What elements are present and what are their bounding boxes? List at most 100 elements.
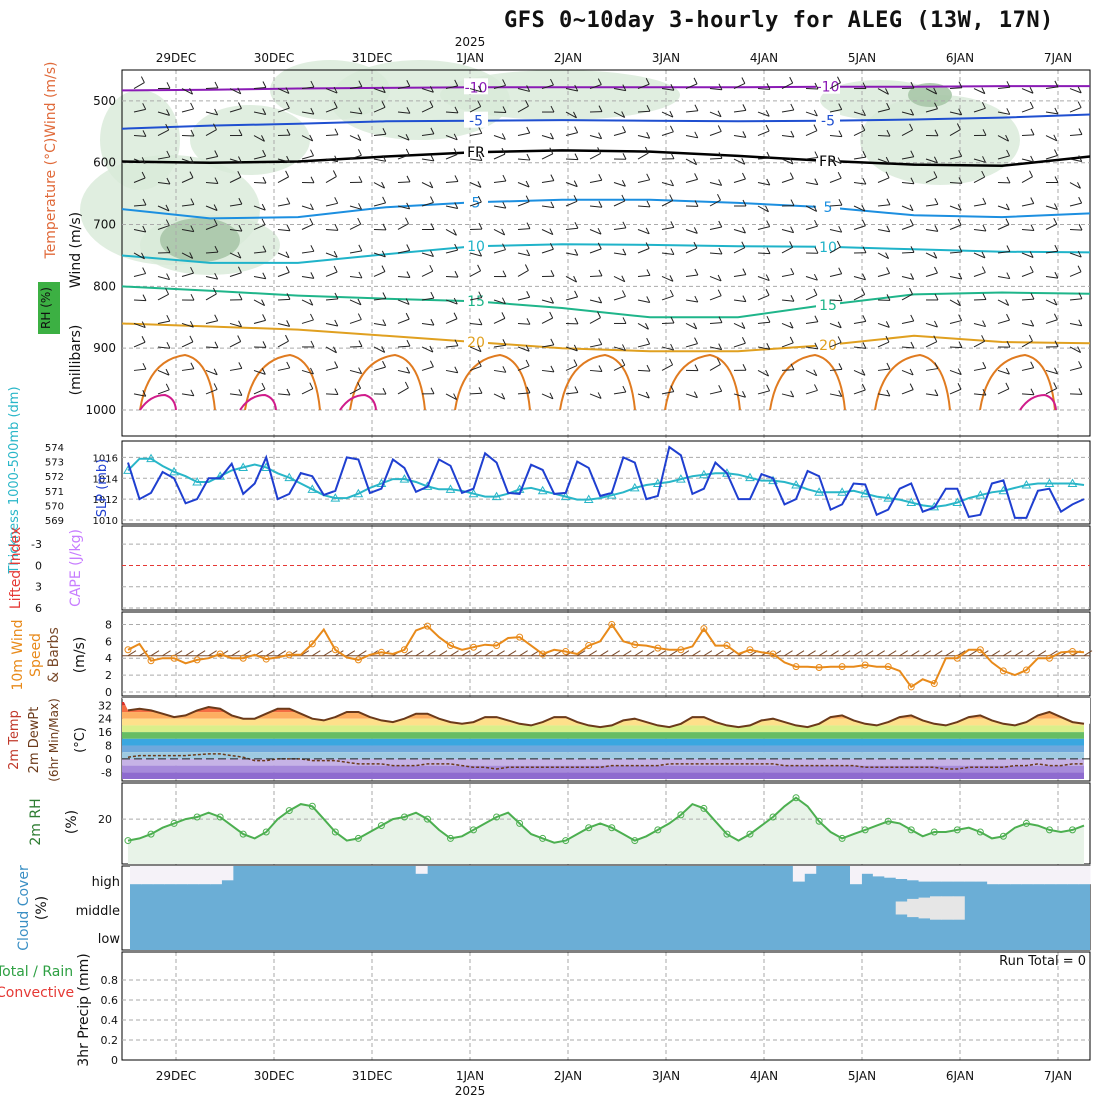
- wind-barb: [541, 369, 554, 373]
- temp-tick: 24: [98, 713, 112, 726]
- wind-barb-flag: [310, 272, 315, 279]
- cloud-high-gap: [918, 866, 931, 882]
- wind-barb: [325, 228, 339, 231]
- wind-barb: [589, 275, 603, 277]
- wind-barb: [685, 110, 698, 113]
- wind-barb-flag: [597, 311, 601, 318]
- wind10m-point: [654, 644, 662, 652]
- wind10m-label-3: & Barbs: [46, 627, 62, 683]
- isotherm-5: [121, 198, 1091, 220]
- top-date-label: 5JAN: [848, 51, 876, 65]
- wind-barb-flag: [1054, 176, 1059, 183]
- wind10m-point: [608, 620, 616, 628]
- wind-barb: [445, 135, 458, 141]
- wind-barb: [901, 251, 915, 254]
- wind-barb: [733, 83, 746, 89]
- rh2m-point: [423, 815, 431, 823]
- wind-barb: [853, 294, 865, 301]
- wind-barb-flag: [189, 335, 194, 343]
- wind-barb-flag: [957, 299, 961, 307]
- wind-barb-flag: [790, 363, 795, 371]
- wind-barb-flag: [597, 242, 602, 250]
- wind-barb-flag: [142, 130, 147, 137]
- wind-barb: [181, 341, 194, 348]
- panel-frame-slp: [121, 440, 1091, 525]
- wind-barb: [925, 88, 937, 95]
- wind-barb-flag: [886, 129, 891, 137]
- slp-tick: 1014: [93, 474, 118, 485]
- pressure-tick: 800: [93, 279, 116, 293]
- wind-barb: [301, 135, 313, 142]
- wind-barb: [541, 299, 554, 304]
- wind-barb: [277, 367, 290, 371]
- wind-barb-flag: [1030, 292, 1035, 300]
- precip-axis-label: 3hr Precip (mm): [76, 953, 92, 1066]
- wind-barb-flag: [382, 223, 387, 231]
- wind-barb: [493, 180, 506, 184]
- isotherm-label-bg: [464, 333, 488, 349]
- wind-barb: [445, 249, 458, 254]
- thickness-point: [422, 481, 433, 490]
- wind-barb-flag: [501, 133, 506, 140]
- wind-barb: [421, 252, 434, 257]
- wind-barb-flag: [838, 363, 843, 370]
- wind10m-point: [423, 622, 431, 630]
- wind-barb-flag: [934, 102, 938, 109]
- wind-barb-flag: [982, 224, 987, 232]
- wind-barb: [517, 296, 530, 301]
- wind-barb-flag: [524, 264, 529, 271]
- wind-barb-flag: [478, 318, 483, 325]
- wind-barb: [949, 87, 963, 90]
- wind-barb-flag: [789, 336, 794, 344]
- wind-barb: [1045, 155, 1058, 160]
- wind-barb: [757, 294, 770, 301]
- wind-barb-flag: [262, 108, 267, 115]
- wind-barb-flag: [454, 366, 459, 373]
- wind-barb-flag: [237, 171, 242, 178]
- wind-barb: [133, 273, 146, 277]
- rh2m-point: [354, 834, 362, 842]
- thickness-point: [1044, 478, 1055, 487]
- wind-barb-flag: [166, 273, 171, 280]
- wind-barb: [445, 205, 458, 209]
- wind10m-barb: [646, 650, 655, 657]
- thickness-point: [491, 491, 502, 501]
- wind-barb-flag: [1029, 251, 1034, 258]
- wind10m-barb: [922, 650, 932, 657]
- wind-barb-flag: [765, 274, 770, 281]
- wind-barb-flag: [285, 87, 290, 94]
- top-date-label: 30DEC: [254, 51, 294, 65]
- wind-barb-flag: [406, 244, 411, 251]
- wind-barb: [757, 276, 770, 282]
- wind-barb-flag: [694, 268, 699, 276]
- wind-barb-flag: [814, 384, 818, 391]
- wind-barb: [349, 111, 362, 115]
- wind-barb-flag: [837, 76, 841, 83]
- wind-barb: [805, 389, 818, 395]
- thickness-point: [192, 477, 202, 486]
- wind-barb: [277, 88, 290, 94]
- wind-barb-flag: [333, 346, 337, 353]
- wind-barb: [949, 129, 961, 136]
- wind10m-barb: [876, 650, 885, 657]
- wind-barb-flag: [861, 219, 866, 227]
- rh2m-point: [838, 834, 846, 842]
- rh2m-point: [308, 802, 316, 810]
- wind-barb-flag: [813, 205, 818, 212]
- wind-barb: [565, 88, 578, 92]
- wind-barb: [325, 346, 337, 354]
- wind-barb: [517, 132, 530, 137]
- wind-barb-flag: [381, 265, 386, 272]
- wind-barb: [589, 135, 602, 140]
- wind-barb-flag: [814, 315, 819, 323]
- wind-barb: [541, 135, 554, 140]
- cloud-mid-gap: [895, 901, 908, 915]
- bottom-date-label: 4JAN: [750, 1069, 778, 1083]
- wind-barb: [373, 322, 386, 327]
- temp-band-7: [122, 745, 1084, 753]
- wind-barb-flag: [477, 345, 482, 352]
- wind-barb: [757, 321, 770, 324]
- wind10m-point: [400, 646, 408, 654]
- wind-barb: [1045, 319, 1058, 324]
- wind-barb-flag: [717, 110, 722, 117]
